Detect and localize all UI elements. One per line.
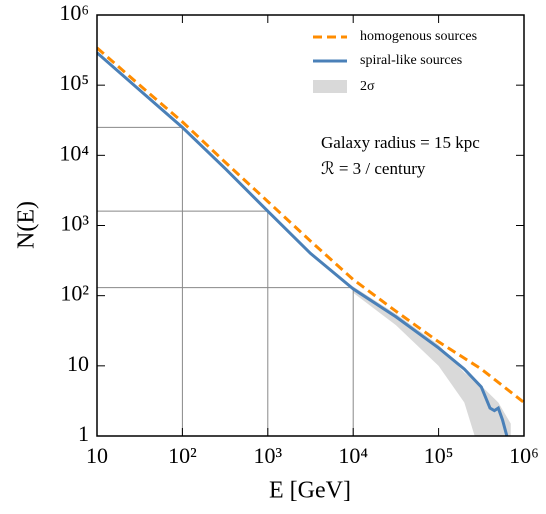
series-line bbox=[97, 46, 524, 404]
y-tick-label: 1 bbox=[78, 421, 89, 446]
x-tick-label: 10³ bbox=[253, 443, 282, 468]
annotation: Galaxy radius = 15 kpc bbox=[321, 133, 480, 152]
y-tick-label: 10² bbox=[60, 281, 89, 306]
legend-label: spiral-like sources bbox=[360, 53, 462, 68]
y-axis-label: N(E) bbox=[14, 201, 40, 249]
series-line bbox=[97, 51, 509, 436]
legend-label: homogenous sources bbox=[360, 29, 477, 44]
y-tick-label: 10⁴ bbox=[59, 140, 89, 165]
y-tick-label: 10⁵ bbox=[59, 70, 89, 95]
legend-label: 2σ bbox=[360, 79, 375, 94]
sigma-band bbox=[353, 286, 511, 436]
y-tick-label: 10⁶ bbox=[59, 0, 89, 25]
x-tick-label: 10⁴ bbox=[338, 443, 368, 468]
x-axis-label: E [GeV] bbox=[269, 478, 351, 504]
x-tick-label: 10 bbox=[86, 443, 108, 468]
annotation: ℛ = 3 / century bbox=[321, 159, 426, 178]
legend-swatch bbox=[313, 80, 347, 93]
x-tick-label: 10⁶ bbox=[509, 443, 539, 468]
y-tick-label: 10³ bbox=[60, 211, 89, 236]
x-tick-label: 10² bbox=[168, 443, 197, 468]
x-tick-label: 10⁵ bbox=[424, 443, 454, 468]
plot-area bbox=[97, 46, 524, 436]
y-tick-label: 10 bbox=[67, 351, 89, 376]
